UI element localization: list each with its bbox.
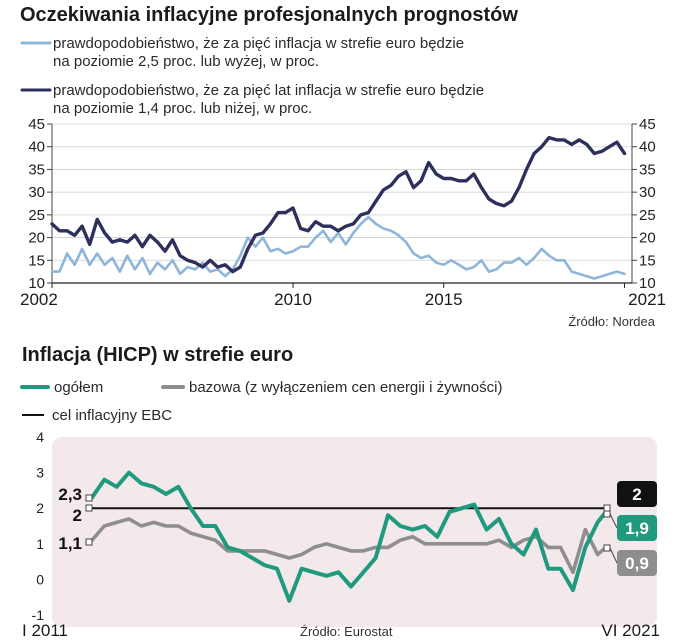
chart2-legend-core-label: bazowa (z wyłączeniem cen energii i żywn… (189, 379, 502, 396)
chart2-left-marker-target (85, 504, 93, 512)
chart1-y-tick-label-left: 15 (28, 252, 45, 269)
chart1-source: Źródło: Nordea (568, 314, 655, 329)
chart1-y-tick-label-right: 10 (639, 275, 656, 292)
chart1-y-tick-label-left: 30 (28, 184, 45, 201)
chart2-title: Inflacja (HICP) w strefie euro (22, 344, 293, 366)
chart1-gridlines (52, 123, 632, 261)
chart1-y-tick-label-left: 25 (28, 207, 45, 224)
chart2-badge-total (617, 515, 657, 541)
chart1-x-tick-label: 2010 (274, 290, 312, 309)
chart2-source: Źródło: Eurostat (300, 624, 393, 639)
chart2-y-tick-label: 0 (36, 571, 44, 587)
chart1-title: Oczekiwania inflacyjne profesjonalnych p… (20, 4, 518, 26)
chart2-left-marker-total (85, 494, 93, 502)
chart2-right-marker-target (603, 504, 611, 512)
chart1-y-tick-label-right: 20 (639, 230, 656, 247)
chart2-right-marker-core (603, 544, 611, 552)
chart1-y-tick-label-left: 35 (28, 161, 45, 178)
chart2-badge-total-text: 1,9 (625, 519, 649, 538)
chart1-y-tick-label-right: 45 (639, 116, 656, 133)
chart2-legend-total-label: ogółem (54, 379, 103, 396)
chart2-left-marker-core (85, 538, 93, 546)
chart2-x-end-label: VI 2021 (601, 621, 660, 640)
chart2-x-start-label: I 2011 (22, 621, 68, 640)
chart2-left-label-target: 2 (73, 506, 82, 525)
chart2-y-tick-label: 2 (36, 500, 44, 516)
chart2-badge-core (617, 550, 657, 576)
chart2-badge-core-text: 0,9 (625, 554, 649, 573)
chart1-y-axis-left: 45 40 35 30 25 20 15 10 (28, 116, 53, 292)
chart2-series-line-core (90, 517, 608, 575)
chart2-y-axis: 4 3 2 1 0 -1 (32, 429, 45, 623)
chart2-y-tick-label: 3 (36, 465, 44, 481)
chart2-right-connector-core (609, 547, 618, 564)
chart2-series (90, 470, 608, 603)
chart2-y-tick-label: 4 (36, 429, 44, 445)
chart1-x-axis: 2002 2010 2015 2021 (20, 283, 666, 309)
chart2-plot-background (52, 437, 657, 627)
chart2-badge-target-text: 2 (632, 485, 641, 504)
chart-expectations: Oczekiwania inflacyjne profesjonalnych p… (20, 4, 666, 329)
chart1-y-tick-label-right: 25 (639, 207, 656, 224)
chart1-x-tick-label: 2015 (425, 290, 463, 309)
chart-hicp: Inflacja (HICP) w strefie euro ogółem ba… (20, 344, 660, 640)
chart1-y-tick-label-right: 15 (639, 252, 656, 269)
chart1-y-tick-label-right: 40 (639, 139, 656, 156)
chart1-series (50, 135, 627, 280)
chart1-series-line-dark (50, 135, 627, 274)
chart2-right-connector-total (609, 513, 618, 529)
chart1-series-line-light (50, 215, 626, 280)
chart1-y-axis-right: 45 40 35 30 25 20 15 10 (631, 116, 656, 292)
chart2-badge-target (617, 481, 657, 507)
chart1-y-tick-label-left: 45 (28, 116, 45, 133)
chart1-legend-light-line1: prawdopodobieństwo, że za pięć inflacja … (53, 35, 464, 52)
chart1-x-tick-label: 2002 (20, 290, 58, 309)
chart2-legend-target-label: cel inflacyjny EBC (52, 407, 172, 424)
chart1-y-tick-label-left: 20 (28, 230, 45, 247)
chart1-y-tick-label-right: 30 (639, 184, 656, 201)
chart1-y-tick-label-right: 35 (639, 161, 656, 178)
chart1-legend-dark-line1: prawdopodobieństwo, że za pięć lat infla… (53, 82, 484, 99)
chart2-y-tick-label: -1 (32, 607, 45, 623)
chart2-right-marker-total (603, 510, 611, 518)
chart1-y-tick-label-left: 10 (28, 275, 45, 292)
chart1-legend-dark-line2: na poziomie 1,4 proc. lub niżej, w proc. (53, 100, 312, 117)
chart2-left-label-total: 2,3 (58, 485, 82, 504)
chart2-series-line-total (90, 470, 608, 603)
chart1-x-tick-label: 2021 (628, 290, 666, 309)
chart1-y-tick-label-left: 40 (28, 139, 45, 156)
chart2-left-label-core: 1,1 (58, 534, 82, 553)
chart1-legend-light-line2: na poziomie 2,5 proc. lub wyżej, w proc. (53, 53, 319, 70)
chart2-y-tick-label: 1 (36, 536, 44, 552)
